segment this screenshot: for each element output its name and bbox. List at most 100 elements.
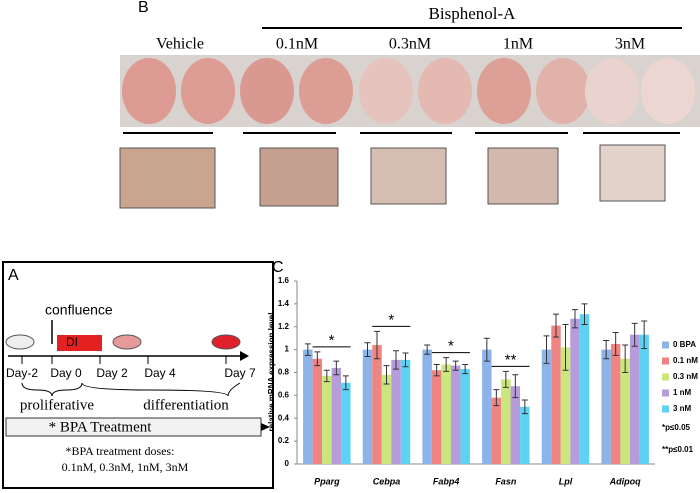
x-tick-label: Fasn xyxy=(495,476,517,486)
bar xyxy=(620,358,630,464)
dish xyxy=(211,334,241,350)
day-label: Day-2 xyxy=(6,366,38,380)
dish xyxy=(112,334,142,350)
error-bar xyxy=(304,343,311,356)
condition-label: Vehicle xyxy=(156,36,204,53)
legend-swatch xyxy=(662,357,669,365)
bar xyxy=(303,349,313,464)
error-bar xyxy=(603,339,610,360)
bar xyxy=(601,349,611,464)
error-bar xyxy=(493,389,500,407)
error-bar xyxy=(521,399,528,415)
condition-label: 0.1nM xyxy=(276,36,318,53)
condition-label: 3nM xyxy=(615,36,645,53)
bar xyxy=(341,382,351,464)
legend-swatch xyxy=(662,341,669,349)
error-bar xyxy=(512,374,519,399)
bar xyxy=(400,359,411,464)
error-bar xyxy=(323,369,330,383)
error-bar xyxy=(383,365,390,385)
di-label: DI xyxy=(66,335,78,349)
bar xyxy=(510,386,521,464)
bar xyxy=(501,379,511,464)
di-box xyxy=(57,335,102,351)
y-tick-label: 1.4 xyxy=(278,299,290,308)
x-tick-label: Adipoq xyxy=(609,476,641,486)
x-tick-label: Fabp4 xyxy=(433,476,460,486)
legend-label: 0 BPA xyxy=(673,340,696,349)
bar xyxy=(381,374,392,464)
panel-label: A xyxy=(8,267,19,284)
bar xyxy=(610,343,621,464)
error-bar xyxy=(364,342,371,357)
legend-label: 0.1 nM xyxy=(673,356,698,365)
phase-label: differentiation xyxy=(143,397,229,413)
treatment-label: * BPA Treatment xyxy=(49,419,153,435)
y-tick-label: 0.2 xyxy=(278,436,290,445)
bar xyxy=(541,349,552,464)
panel-label: C xyxy=(272,259,284,276)
phase-label: proliferative xyxy=(20,397,94,413)
error-bar xyxy=(452,360,459,371)
significance-mark: ** xyxy=(505,351,517,368)
bar xyxy=(450,365,461,464)
error-bar xyxy=(483,337,490,362)
bar xyxy=(362,349,373,464)
y-tick-label: 0.6 xyxy=(278,390,290,399)
bar xyxy=(312,358,323,464)
legend-swatch xyxy=(662,389,669,397)
y-axis-label: relative mRNA expression level xyxy=(267,313,276,432)
condition-label: 1nM xyxy=(503,36,533,53)
error-bar xyxy=(333,360,340,376)
confluence-label: confluence xyxy=(45,302,113,318)
error-bar xyxy=(641,320,648,349)
error-bar xyxy=(314,351,321,367)
legend-swatch xyxy=(662,373,669,381)
error-bar xyxy=(402,352,409,368)
error-bar xyxy=(581,303,588,325)
bar xyxy=(551,325,561,464)
legend-label: 0.3 nM xyxy=(673,372,698,381)
panel-a-box xyxy=(2,261,274,489)
bar xyxy=(629,334,640,464)
error-bar xyxy=(502,370,509,388)
bar xyxy=(639,334,649,464)
significance-mark: * xyxy=(388,311,394,328)
y-tick-label: 0.4 xyxy=(278,413,290,422)
bar xyxy=(391,359,401,464)
error-bar xyxy=(433,363,440,377)
y-tick-label: 1 xyxy=(285,345,290,354)
bar xyxy=(431,370,442,464)
treatment-arrow xyxy=(261,423,270,431)
x-tick-label: Lpl xyxy=(559,476,573,486)
error-bar xyxy=(572,309,578,329)
timeline-ticks xyxy=(21,356,227,364)
bar xyxy=(520,406,530,464)
error-bar xyxy=(443,357,450,372)
y-tick-label: 1.2 xyxy=(278,322,290,331)
bar xyxy=(570,318,580,464)
error-bar xyxy=(612,331,619,356)
error-bar xyxy=(543,335,550,364)
bar xyxy=(372,345,382,464)
y-tick-label: 1.6 xyxy=(278,276,290,285)
dish xyxy=(5,334,35,350)
legend-label: 1 nM xyxy=(673,388,692,397)
bar xyxy=(441,364,451,464)
day-label: Day 0 xyxy=(50,366,82,380)
micrographs xyxy=(119,144,666,209)
error-bar xyxy=(393,350,399,370)
plate-photo xyxy=(120,55,700,127)
group-label: Bisphenol-A xyxy=(429,4,517,23)
x-tick-label: Pparg xyxy=(314,476,340,486)
significance-mark: * xyxy=(448,338,454,355)
day-label: Day 4 xyxy=(144,366,176,380)
significance-note: *p≤0.05 xyxy=(662,423,691,432)
note-doses: 0.1nM, 0.3nM, 1nM, 3nM xyxy=(62,460,189,474)
bar xyxy=(482,349,492,464)
error-bar xyxy=(553,313,559,338)
error-bar xyxy=(622,344,629,373)
error-bar xyxy=(342,375,349,391)
timeline-arrow xyxy=(240,351,249,361)
